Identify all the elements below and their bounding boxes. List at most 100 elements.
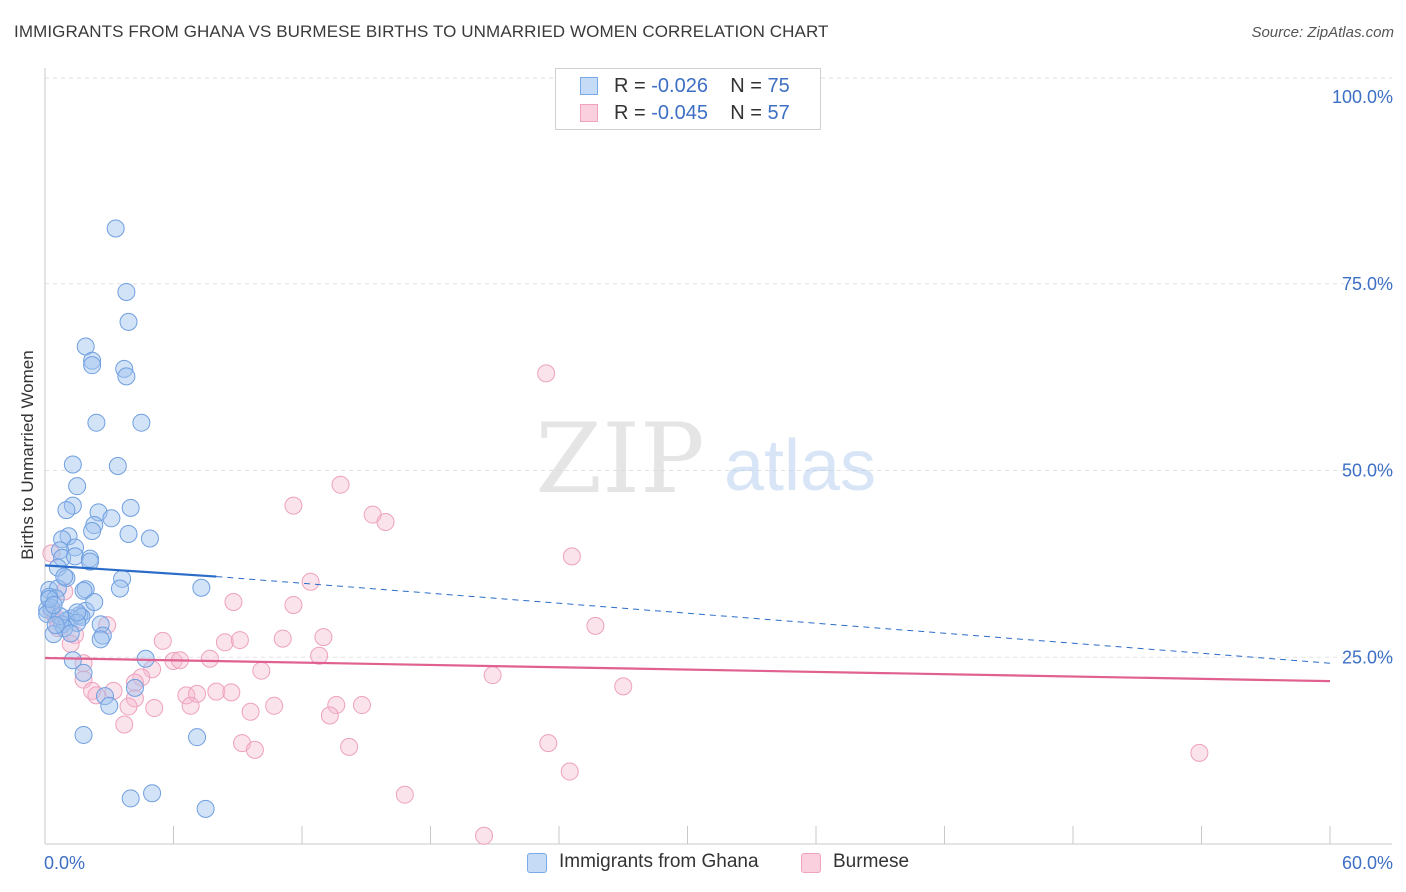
ghana-point xyxy=(57,501,76,520)
ghana-point xyxy=(108,457,127,476)
burmese-points xyxy=(42,364,1209,845)
ghana-point xyxy=(61,624,80,643)
burmese-point xyxy=(539,734,558,753)
ghana-point xyxy=(119,524,138,543)
burmese-point xyxy=(352,696,371,715)
y-tick-label: 75.0% xyxy=(1342,274,1393,294)
ghana-point xyxy=(53,530,72,549)
x-tick-label-min: 0.0% xyxy=(44,853,85,873)
ghana-point xyxy=(63,455,82,474)
x-tick-label-max: 60.0% xyxy=(1342,853,1393,873)
y-tick-label: 25.0% xyxy=(1342,647,1393,667)
ghana-point xyxy=(50,607,69,626)
ghana-swatch xyxy=(580,77,598,95)
burmese-point xyxy=(376,513,395,532)
burmese-point xyxy=(104,681,123,700)
burmese-point xyxy=(200,649,219,668)
ghana-point xyxy=(55,567,74,586)
burmese-point xyxy=(153,631,172,650)
ghana-point xyxy=(115,359,134,378)
watermark-atlas: atlas xyxy=(724,426,876,506)
stats-legend-box: R = -0.026 N = 75 R = -0.045 N = 57 xyxy=(555,68,821,130)
ghana-point xyxy=(125,678,144,697)
ghana-point xyxy=(117,282,136,301)
burmese-point xyxy=(537,364,556,383)
burmese-point xyxy=(215,633,234,652)
burmese-point xyxy=(188,684,207,703)
burmese-point xyxy=(273,629,292,648)
r-value-ghana: -0.026 xyxy=(651,75,708,97)
ghana-point xyxy=(188,728,207,747)
burmese-point xyxy=(222,683,241,702)
burmese-point xyxy=(310,646,329,665)
ghana-point xyxy=(74,581,93,600)
n-label: N = xyxy=(730,102,762,124)
ghana-point xyxy=(44,595,63,614)
ghana-point xyxy=(83,356,102,375)
ghana-point xyxy=(121,498,140,517)
burmese-point xyxy=(483,666,502,685)
burmese-point xyxy=(1190,743,1209,762)
ghana-point xyxy=(91,630,110,649)
r-value-burmese: -0.045 xyxy=(651,102,708,124)
ghana-point xyxy=(74,725,93,744)
ghana-point xyxy=(117,367,136,386)
ghana-point xyxy=(119,312,138,331)
ghana-point xyxy=(132,413,151,432)
ghana-point xyxy=(83,351,102,370)
burmese-point xyxy=(115,715,134,734)
burmese-point xyxy=(119,697,138,716)
legend-label-ghana: Immigrants from Ghana xyxy=(559,851,759,872)
ghana-point xyxy=(83,522,102,541)
burmese-point xyxy=(301,572,320,591)
burmese-point xyxy=(241,702,260,721)
burmese-point xyxy=(125,673,144,692)
burmese-point xyxy=(320,706,339,725)
ghana-point xyxy=(68,477,87,496)
burmese-point xyxy=(475,826,494,845)
ghana-point xyxy=(95,687,114,706)
ghana-point xyxy=(91,615,110,634)
burmese-point xyxy=(265,696,284,715)
legend-label-burmese: Burmese xyxy=(833,851,910,872)
r-label: R = xyxy=(614,102,646,124)
burmese-point xyxy=(284,496,303,515)
burmese-point xyxy=(614,677,633,696)
burmese-point xyxy=(284,595,303,614)
y-tick-label: 50.0% xyxy=(1342,461,1393,481)
ghana-point xyxy=(102,509,121,528)
ghana-point xyxy=(80,552,99,571)
watermark-zip: ZIP xyxy=(535,403,704,515)
ghana-point xyxy=(87,413,106,432)
ghana-point xyxy=(192,578,211,597)
tick-labels: 100.0% 75.0% 50.0% 25.0% 0.0% 60.0% xyxy=(44,87,1393,873)
ghana-point xyxy=(110,579,129,598)
ghana-point xyxy=(121,789,140,808)
ghana-point xyxy=(63,651,82,670)
burmese-point xyxy=(314,628,333,647)
ghana-points xyxy=(38,219,215,818)
ghana-point xyxy=(196,799,215,818)
ghana-point xyxy=(140,529,159,548)
ghana-trend-solid xyxy=(44,564,217,578)
ghana-point xyxy=(46,616,65,635)
burmese-trend xyxy=(44,656,1331,683)
y-tick-label: 100.0% xyxy=(1332,87,1393,107)
burmese-point xyxy=(586,616,605,635)
burmese-point xyxy=(245,740,264,759)
ghana-point xyxy=(74,663,93,682)
burmese-point xyxy=(340,737,359,756)
burmese-point xyxy=(395,785,414,804)
ghana-point xyxy=(106,219,125,238)
ghana-point xyxy=(65,547,84,566)
chart-title: IMMIGRANTS FROM GHANA VS BURMESE BIRTHS … xyxy=(14,22,829,41)
ghana-point xyxy=(68,603,87,622)
n-value-burmese: 57 xyxy=(767,102,790,124)
legend-swatch-burmese xyxy=(801,853,821,873)
burmese-point xyxy=(207,682,226,701)
burmese-point xyxy=(331,475,350,494)
watermark: ZIP atlas xyxy=(535,403,876,515)
burmese-point xyxy=(181,696,200,715)
burmese-point xyxy=(252,661,271,680)
